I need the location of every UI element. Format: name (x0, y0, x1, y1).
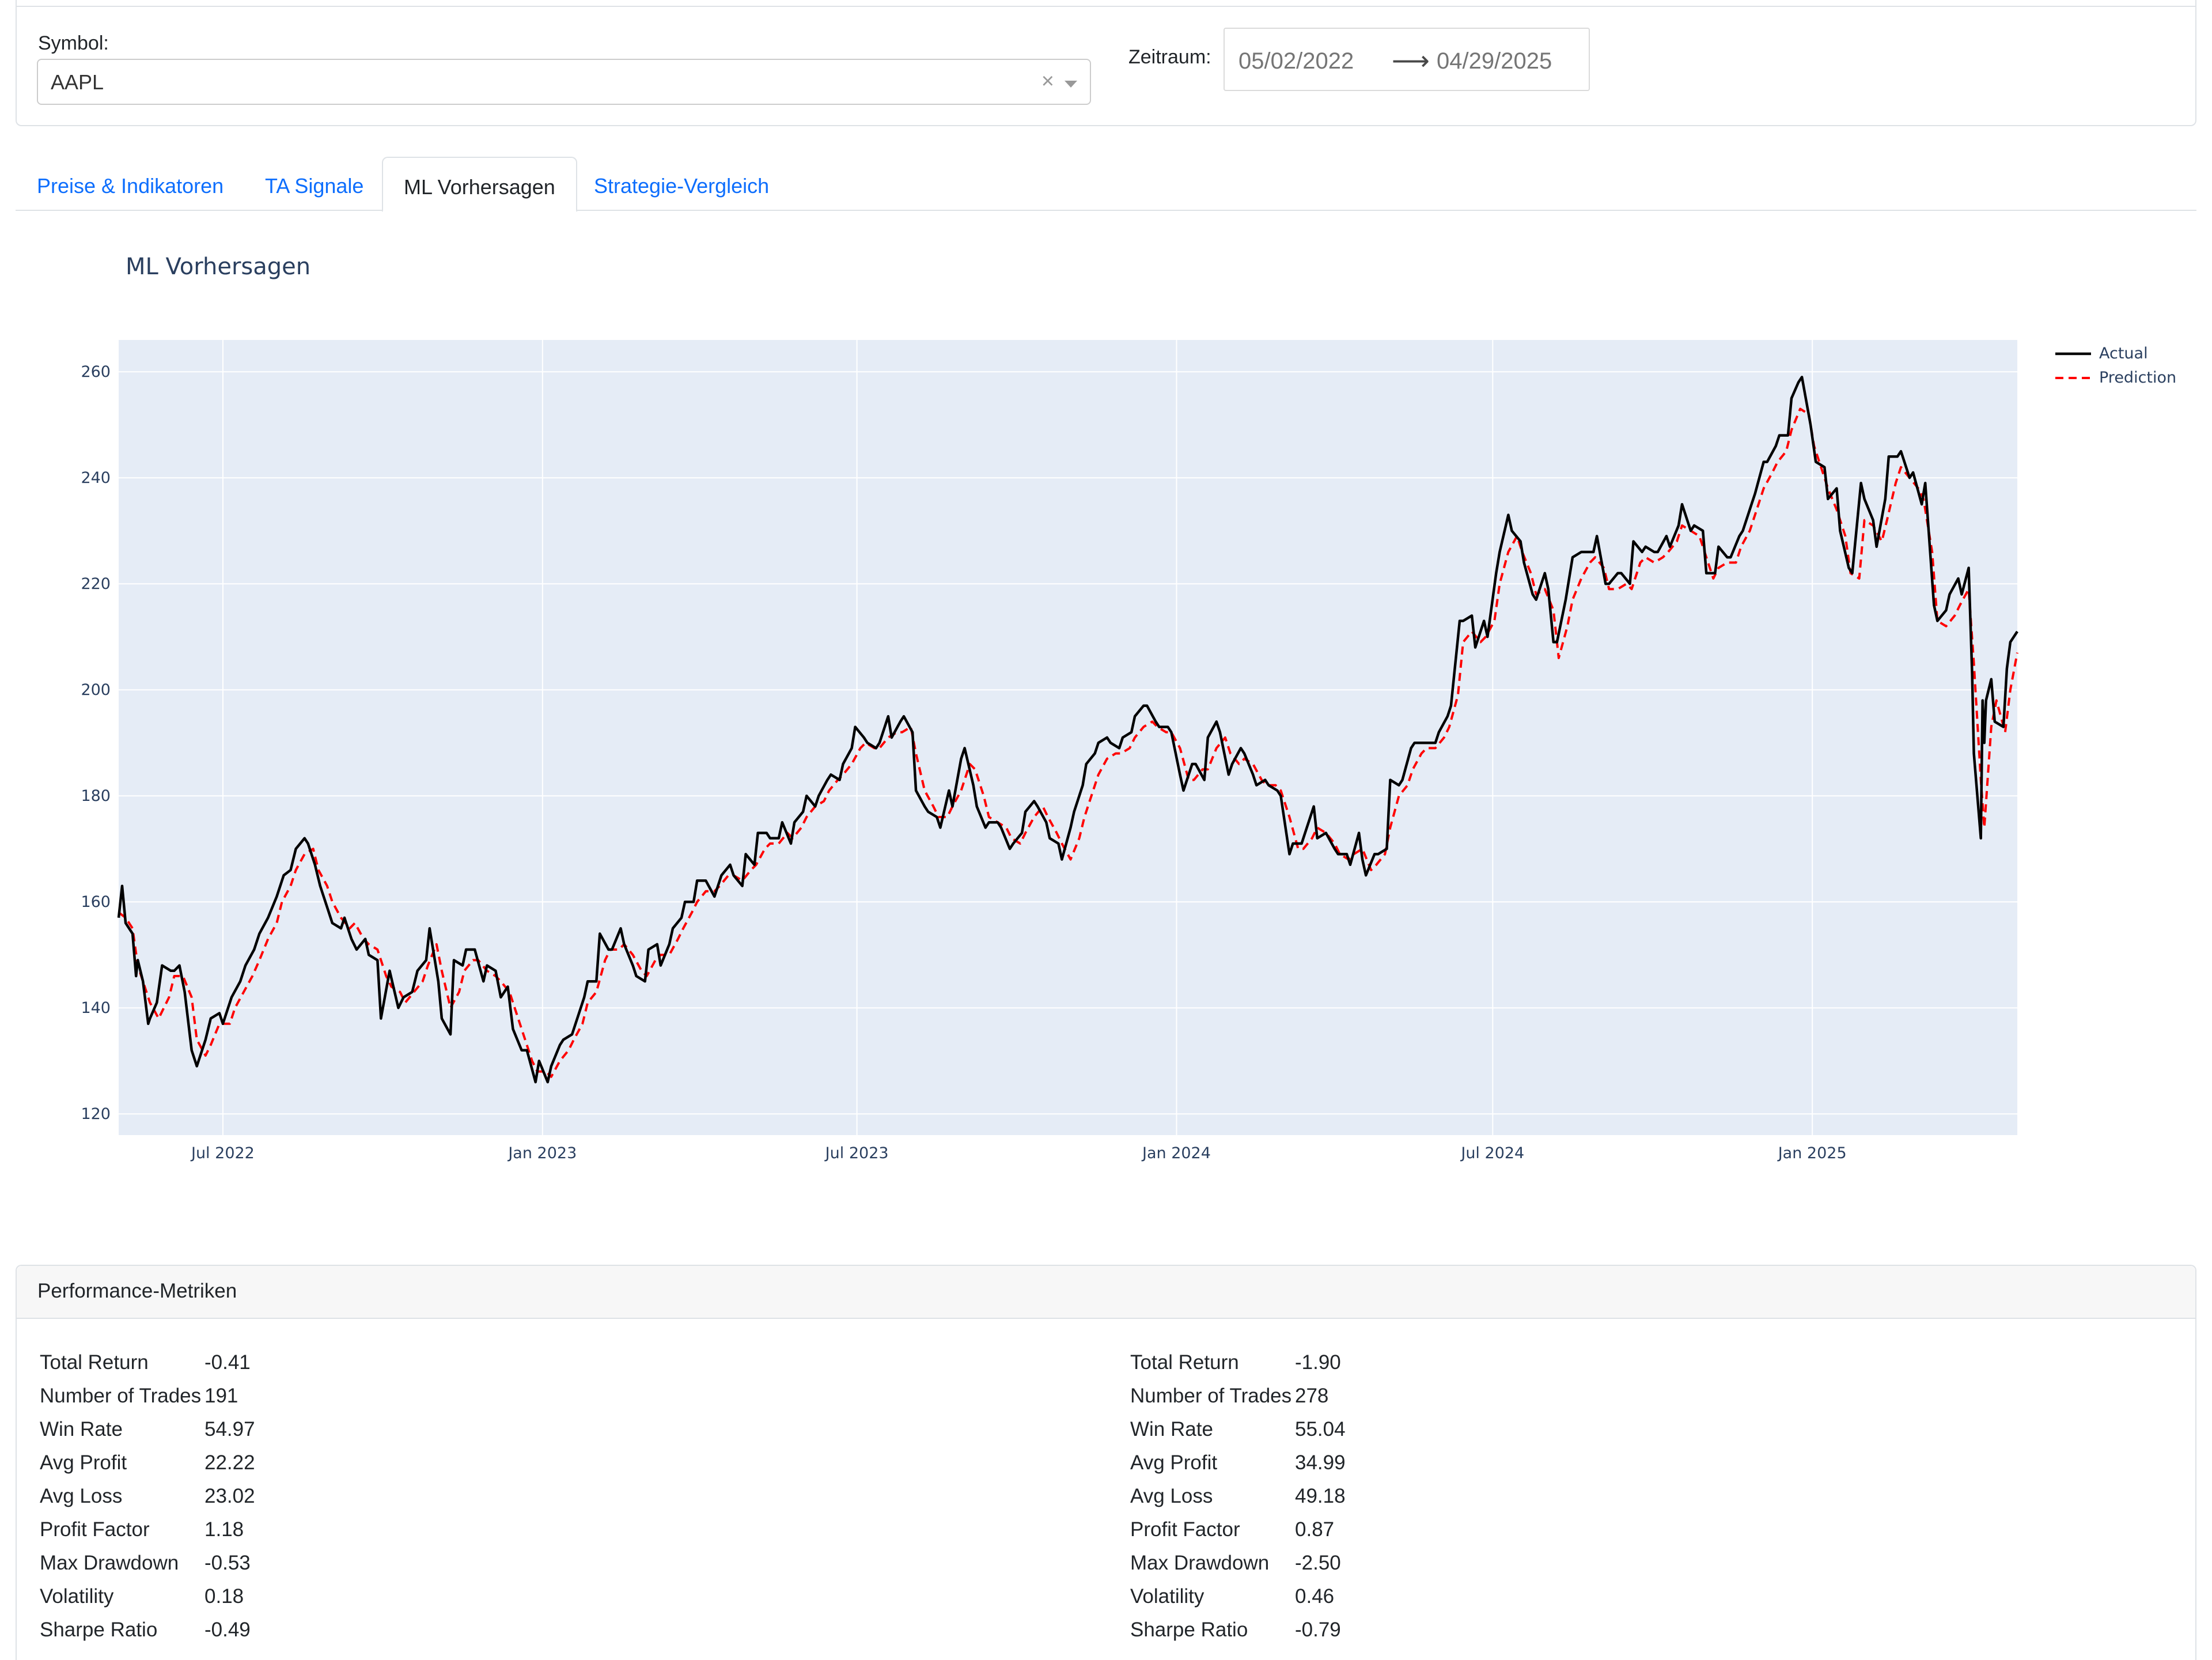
metric-label: Avg Loss (1130, 1485, 1213, 1507)
gridlines (119, 340, 2017, 1135)
y-tick-label: 220 (81, 575, 111, 593)
plot-area (119, 340, 2017, 1135)
metric-label: Number of Trades (40, 1385, 202, 1407)
metric-label: Max Drawdown (1130, 1552, 1270, 1574)
period-label: Zeitraum: (1128, 46, 1211, 68)
metric-value: 0.18 (204, 1585, 244, 1608)
metric-value: 191 (204, 1385, 238, 1407)
clear-icon[interactable]: × (1041, 69, 1054, 93)
legend-prediction-label: Prediction (2099, 369, 2176, 387)
tab-bar: Preise & Indikatoren TA Signale ML Vorhe… (16, 157, 2196, 212)
y-tick-label: 120 (81, 1105, 111, 1123)
tab-ta-signale[interactable]: TA Signale (265, 174, 364, 198)
legend[interactable]: Actual Prediction (2055, 345, 2176, 387)
metric-label: Volatility (1130, 1585, 1205, 1608)
symbol-label: Symbol: (38, 32, 109, 54)
metric-value: 1.18 (204, 1518, 244, 1541)
series-lines (117, 376, 2018, 1084)
date-range-picker: 05/02/2022 ⟶ 04/29/2025 (1224, 28, 1590, 91)
metric-value: 54.97 (204, 1418, 255, 1440)
metric-label: Volatility (40, 1585, 114, 1608)
metric-value: -2.50 (1295, 1552, 1341, 1574)
x-tick-label: Jan 2025 (1777, 1144, 1847, 1162)
y-tick-label: 180 (81, 787, 111, 805)
metric-value: 34.99 (1295, 1451, 1346, 1474)
divider (17, 6, 2195, 7)
legend-actual-label: Actual (2099, 345, 2148, 362)
metric-value: 55.04 (1295, 1418, 1346, 1440)
metric-value: 0.46 (1295, 1585, 1335, 1608)
metric-value: -0.49 (204, 1619, 251, 1641)
y-tick-label: 160 (81, 893, 111, 911)
metric-value: 22.22 (204, 1451, 255, 1474)
metric-value: 23.02 (204, 1485, 255, 1507)
metric-label: Total Return (40, 1351, 149, 1374)
metrics-title: Performance-Metriken (37, 1280, 237, 1302)
metric-value: -0.79 (1295, 1619, 1341, 1641)
x-tick-label: Jul 2022 (190, 1144, 255, 1162)
metric-label: Avg Profit (1130, 1451, 1218, 1474)
prediction-series-line (118, 407, 2018, 1078)
metric-value: 278 (1295, 1385, 1329, 1407)
metric-label: Total Return (1130, 1351, 1239, 1374)
metric-label: Number of Trades (1130, 1385, 1292, 1407)
metric-value: 49.18 (1295, 1485, 1346, 1507)
tab-ml-vorhersagen[interactable]: ML Vorhersagen (382, 157, 577, 212)
symbol-value: AAPL (51, 70, 104, 94)
metric-value: 0.87 (1295, 1518, 1335, 1541)
metric-value: -0.53 (204, 1552, 251, 1574)
chevron-down-icon[interactable] (1065, 81, 1077, 88)
actual-series-line (117, 376, 2018, 1084)
y-tick-label: 260 (81, 363, 111, 381)
arrow-right-icon: ⟶ (1392, 46, 1430, 75)
axis-labels: 120 140 160 180 200 220 240 260 Jul 2022 Jan 2023… (81, 363, 1846, 1162)
end-date-input[interactable]: 04/29/2025 (1437, 48, 1552, 74)
metrics-header: Performance-Metriken (17, 1266, 2195, 1319)
metric-value: -1.90 (1295, 1351, 1341, 1374)
start-date-input[interactable]: 05/02/2022 (1238, 48, 1354, 74)
metric-label: Max Drawdown (40, 1552, 179, 1574)
y-tick-label: 240 (81, 469, 111, 487)
tab-preise-indikatoren[interactable]: Preise & Indikatoren (37, 174, 224, 198)
metric-value: -0.41 (204, 1351, 251, 1374)
y-tick-label: 140 (81, 999, 111, 1017)
metric-label: Sharpe Ratio (1130, 1619, 1248, 1641)
symbol-dropdown[interactable]: AAPL × (37, 59, 1091, 105)
x-tick-label: Jan 2024 (1141, 1144, 1211, 1162)
ml-prediction-chart: 120 140 160 180 200 220 240 260 Jul 2022 Jan 2023… (81, 340, 2176, 1162)
x-tick-label: Jan 2023 (507, 1144, 577, 1162)
filter-card: Symbol: AAPL × Zeitraum: 05/02/2022 ⟶ 04… (16, 0, 2196, 126)
metric-label: Sharpe Ratio (40, 1619, 158, 1641)
chart-title: ML Vorhersagen (126, 254, 311, 280)
y-tick-label: 200 (81, 681, 111, 699)
metric-label: Profit Factor (1130, 1518, 1240, 1541)
metric-label: Win Rate (40, 1418, 123, 1440)
metric-label: Avg Profit (40, 1451, 127, 1474)
performance-metrics-card: Performance-Metriken Total Return -0.41 Nu… (16, 1265, 2196, 1660)
x-tick-label: Jul 2024 (1460, 1144, 1524, 1162)
tab-strategie-vergleich[interactable]: Strategie-Vergleich (594, 174, 770, 198)
metric-label: Win Rate (1130, 1418, 1213, 1440)
x-tick-label: Jul 2023 (824, 1144, 889, 1162)
metric-label: Profit Factor (40, 1518, 150, 1541)
metric-label: Avg Loss (40, 1485, 123, 1507)
